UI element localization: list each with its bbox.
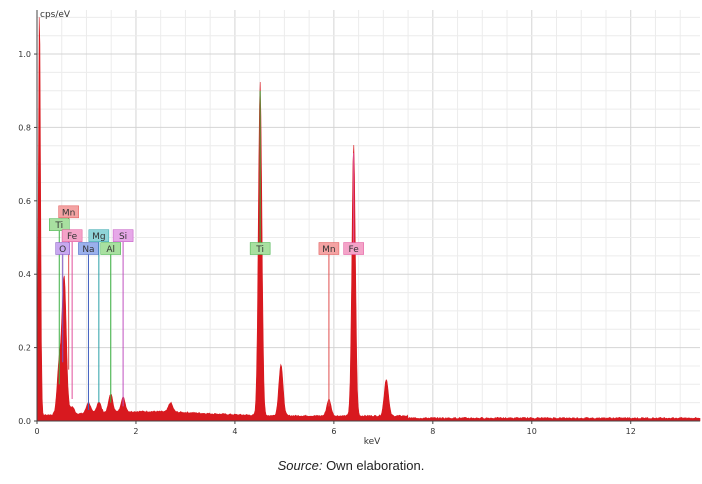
figure-caption: Source: Own elaboration.: [0, 458, 702, 473]
element-marker-label: Na: [82, 245, 94, 255]
element-marker-box: [343, 242, 364, 255]
element-marker-box: [318, 242, 340, 255]
y-tick-label: 0.8: [18, 123, 31, 132]
x-tick-label: 10: [527, 427, 537, 436]
element-marker-label: Si: [119, 232, 127, 242]
element-marker-label: Mg: [92, 232, 105, 242]
y-tick-label: 0.4: [18, 270, 31, 279]
y-tick-label: 0.0: [18, 417, 31, 426]
element-marker-box: [249, 242, 271, 255]
element-marker-box: [78, 242, 99, 255]
element-marker-box: [88, 229, 110, 242]
element-marker-label: Mn: [62, 208, 75, 218]
spectrum-area: [36, 17, 701, 422]
spectrum-fill: [36, 17, 701, 422]
element-marker-box: [55, 242, 70, 255]
element-marker-label: Fe: [67, 232, 78, 242]
element-marker-box: [112, 229, 134, 242]
element-marker-label: Fe: [349, 245, 360, 255]
x-tick-label: 4: [232, 427, 237, 436]
chart-axes: 0 2 4 6 8 10 12 0.0 0.2 0.4 0.6 0.8 1.0: [18, 10, 700, 436]
element-marker-box: [58, 205, 79, 219]
x-tick-label: 0: [34, 427, 39, 436]
element-marker-label: Al: [106, 245, 115, 255]
element-marker-label: Mn: [322, 245, 335, 255]
chart-grid: [36, 10, 700, 422]
y-tick-label: 0.6: [18, 197, 31, 206]
x-tick-label: 12: [626, 427, 636, 436]
x-tick-label: 6: [331, 427, 336, 436]
element-marker-label: O: [59, 245, 66, 255]
element-markers: Mn Ti Fe Mg Si O Na Al Ti Mn Fe: [49, 90, 364, 410]
element-marker-box: [100, 242, 121, 255]
x-axis-label: keV: [364, 437, 381, 447]
y-tick-label: 1.0: [18, 50, 31, 59]
x-tick-label: 2: [133, 427, 138, 436]
caption-source-label: Source:: [277, 458, 323, 473]
element-marker-label: Ti: [54, 221, 63, 231]
x-tick-label: 8: [430, 427, 435, 436]
y-axis-label: cps/eV: [40, 10, 71, 20]
caption-source-text: Own elaboration.: [322, 458, 425, 473]
y-tick-label: 0.2: [18, 344, 31, 353]
element-marker-label: Ti: [255, 245, 264, 255]
element-marker-box: [49, 218, 70, 231]
element-marker-box: [61, 229, 83, 242]
